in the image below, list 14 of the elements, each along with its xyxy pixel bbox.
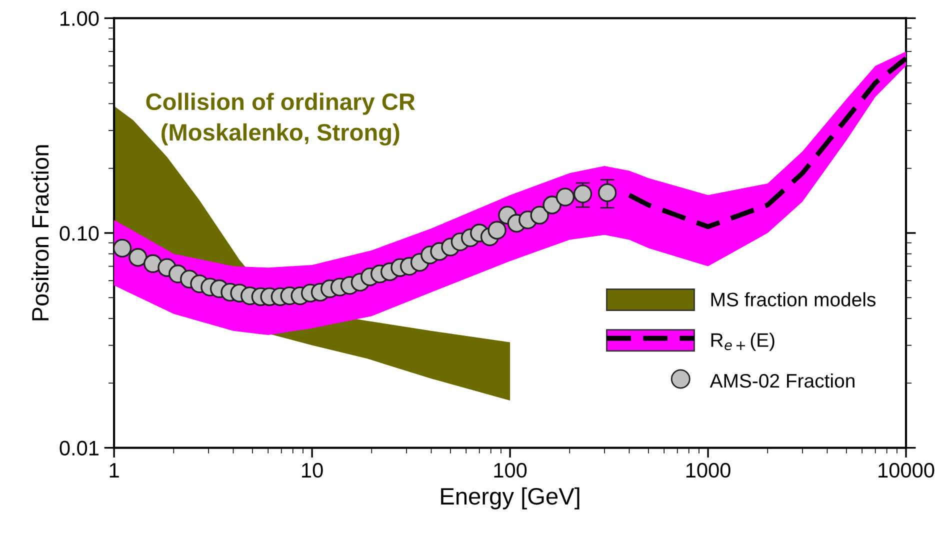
x-tick-label: 1 — [110, 463, 119, 478]
y-tick-label: 0.01 — [60, 440, 98, 456]
y-tick-label: 1.00 — [60, 11, 99, 26]
legend-label: R$_{e+}$(E) — [711, 332, 774, 351]
x-axis-title: Energy [GeV] — [441, 487, 580, 510]
legend-label: MS fraction models — [711, 292, 876, 306]
x-tick-label: 1000 — [686, 462, 730, 478]
legend-label: AMS-02 Fraction — [710, 373, 854, 388]
y-axis-title: Positron Fraction — [31, 145, 49, 320]
x-tick-label: 10000 — [878, 462, 934, 478]
x-tick-label: 100 — [494, 462, 527, 478]
y-tick-label: 0.10 — [60, 226, 99, 241]
annotation: Collision of ordinary CR (Moskalenko, Strong) — [146, 92, 416, 146]
x-tick-label: 10 — [302, 462, 323, 478]
